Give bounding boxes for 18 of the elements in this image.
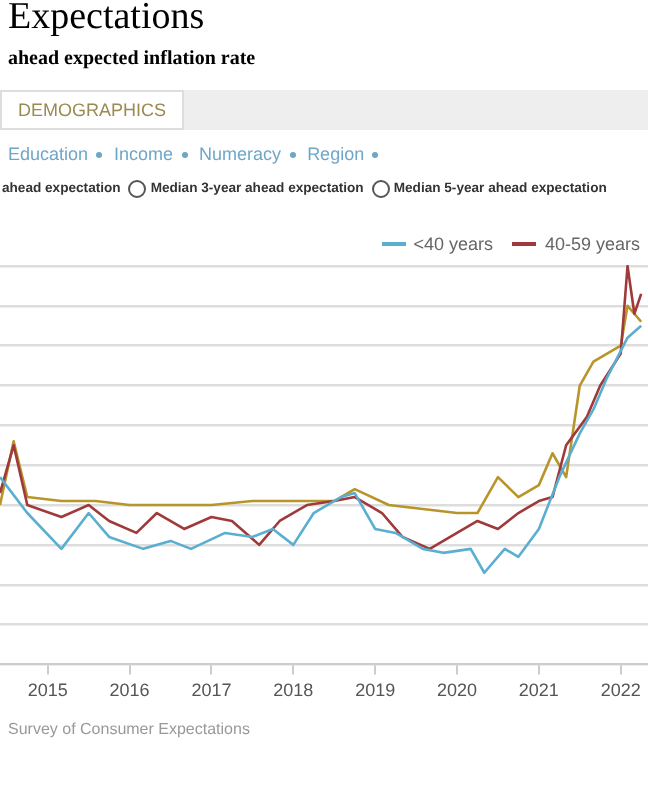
text: Education	[8, 144, 89, 164]
x-tick-label: 2018	[273, 680, 314, 701]
chart-title: Expectations	[6, 0, 207, 40]
text: DEMOGRAPHICS	[0, 90, 185, 130]
legend-label: 40-59 years	[544, 234, 640, 254]
x-tick-label: 2016	[109, 680, 150, 701]
text: Income	[114, 144, 174, 164]
x-tick-label: 2021	[518, 680, 559, 701]
x-tick-label: 2017	[191, 680, 232, 701]
text: Numeracy	[199, 144, 282, 164]
chart-subtitle: ahead expected inflation rate	[6, 46, 258, 70]
x-tick-label: 2020	[436, 680, 478, 701]
x-tick-label: 2022	[600, 680, 641, 701]
x-tick-label: 2019	[355, 680, 396, 701]
text: Region	[307, 144, 365, 164]
legend-label: <40 years	[413, 234, 493, 254]
x-tick-label: 2015	[27, 680, 68, 701]
text: Survey of Consumer Expectations	[6, 718, 252, 738]
